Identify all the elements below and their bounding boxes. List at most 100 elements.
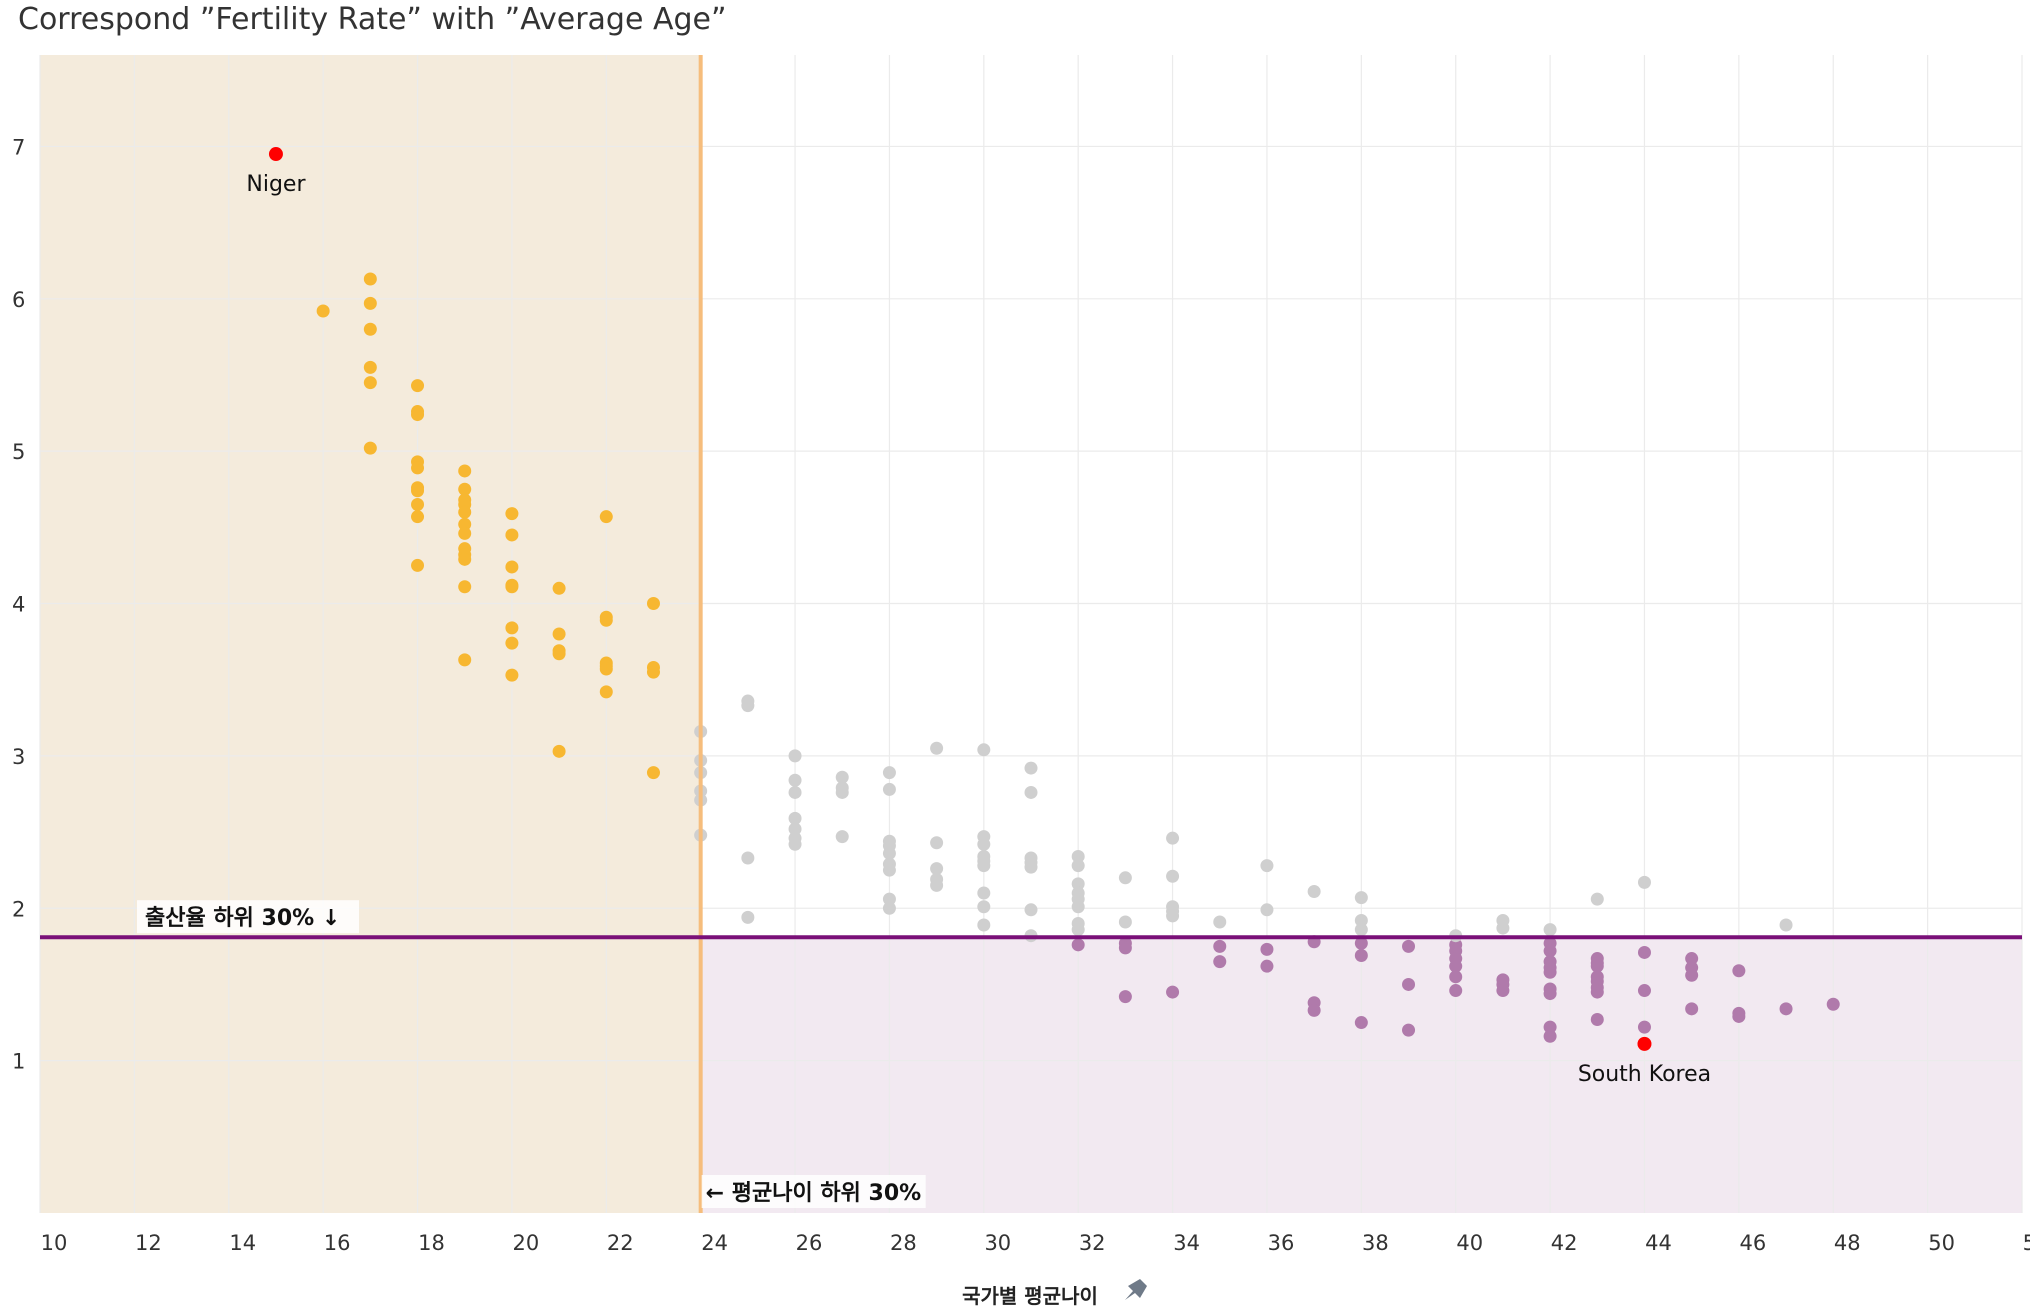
data-point: [1826, 997, 1840, 1011]
low-age-region: [40, 55, 701, 1213]
data-point: [1590, 1012, 1604, 1026]
x-tick-label: 40: [1456, 1231, 1483, 1255]
data-point: [1685, 952, 1699, 966]
data-point: [930, 836, 944, 850]
data-point: [835, 770, 849, 784]
data-point: [363, 272, 377, 286]
data-point: [1685, 1002, 1699, 1016]
data-point: [646, 597, 660, 611]
data-point: [363, 376, 377, 390]
data-point: [930, 862, 944, 876]
data-point: [741, 699, 755, 713]
y-tick-label: 2: [12, 897, 25, 921]
data-point: [1071, 849, 1085, 863]
data-point: [1166, 909, 1180, 923]
x-tick-label: 52: [2023, 1231, 2030, 1255]
data-point: [1166, 985, 1180, 999]
data-point: [1732, 1009, 1746, 1023]
data-point: [505, 560, 519, 574]
data-point: [552, 581, 566, 595]
data-point: [1118, 941, 1132, 955]
data-point: [1637, 984, 1651, 998]
data-point: [599, 613, 613, 627]
data-point: [1307, 885, 1321, 899]
x-tick-label: 28: [890, 1231, 917, 1255]
data-point: [788, 837, 802, 851]
data-point: [1354, 948, 1368, 962]
x-tick-label: 44: [1645, 1231, 1672, 1255]
y-tick-label: 7: [12, 135, 25, 159]
highlight-label: South Korea: [1578, 1062, 1711, 1087]
data-point: [1024, 761, 1038, 775]
x-tick-label: 24: [701, 1231, 728, 1255]
y-tick-label: 1: [12, 1050, 25, 1074]
data-point: [505, 507, 519, 521]
data-point: [411, 497, 425, 511]
pin-icon[interactable]: [1125, 1279, 1147, 1300]
data-point: [1543, 965, 1557, 979]
y-tick-label: 3: [12, 745, 25, 769]
data-point: [1071, 923, 1085, 937]
data-point: [1260, 859, 1274, 873]
data-point: [1402, 1023, 1416, 1037]
data-point: [1024, 860, 1038, 874]
highlight-label: Niger: [246, 172, 306, 197]
data-point: [1354, 936, 1368, 950]
data-point: [1543, 944, 1557, 958]
data-point: [788, 811, 802, 825]
data-point: [552, 627, 566, 641]
data-point: [505, 621, 519, 635]
x-tick-label: 14: [229, 1231, 256, 1255]
data-point: [1543, 923, 1557, 937]
x-tick-label: 16: [324, 1231, 351, 1255]
data-point: [1449, 959, 1463, 973]
y-tick-label: 5: [12, 440, 25, 464]
data-point: [363, 441, 377, 455]
x-tick-label: 22: [607, 1231, 634, 1255]
data-point: [1213, 955, 1227, 969]
x-tick-label: 10: [41, 1231, 68, 1255]
data-point: [788, 773, 802, 787]
data-point: [1118, 915, 1132, 929]
x-tick-label: 38: [1362, 1231, 1389, 1255]
data-point: [1354, 891, 1368, 905]
data-point: [1543, 1020, 1557, 1034]
x-tick-label: 18: [418, 1231, 445, 1255]
data-point: [977, 886, 991, 900]
data-point: [411, 484, 425, 498]
data-point: [1260, 903, 1274, 917]
data-point: [1496, 921, 1510, 935]
data-point: [411, 379, 425, 393]
x-tick-label: 34: [1173, 1231, 1200, 1255]
data-point: [363, 322, 377, 336]
data-point: [788, 822, 802, 836]
data-point: [1402, 977, 1416, 991]
x-tick-label: 46: [1739, 1231, 1766, 1255]
data-point: [977, 837, 991, 851]
data-point: [788, 749, 802, 763]
data-point: [646, 665, 660, 679]
data-point: [977, 859, 991, 873]
y-tick-label: 4: [12, 593, 25, 617]
data-point: [505, 528, 519, 542]
age-label-bg: [701, 1175, 926, 1208]
data-point: [363, 296, 377, 310]
data-point: [1543, 1029, 1557, 1043]
data-point: [882, 901, 896, 915]
data-point: [1685, 968, 1699, 982]
data-point: [1779, 918, 1793, 932]
data-point: [1213, 915, 1227, 929]
data-point: [1354, 913, 1368, 927]
fertility-threshold-label: 출산율 하위 30% ↓: [145, 906, 340, 931]
data-point: [1354, 923, 1368, 937]
data-point: [835, 785, 849, 799]
data-point: [1118, 990, 1132, 1004]
data-point: [316, 304, 330, 318]
data-point: [930, 878, 944, 892]
data-point: [882, 846, 896, 860]
data-point: [1590, 892, 1604, 906]
data-point: [411, 408, 425, 422]
data-point: [1779, 1002, 1793, 1016]
data-point: [1260, 959, 1274, 973]
